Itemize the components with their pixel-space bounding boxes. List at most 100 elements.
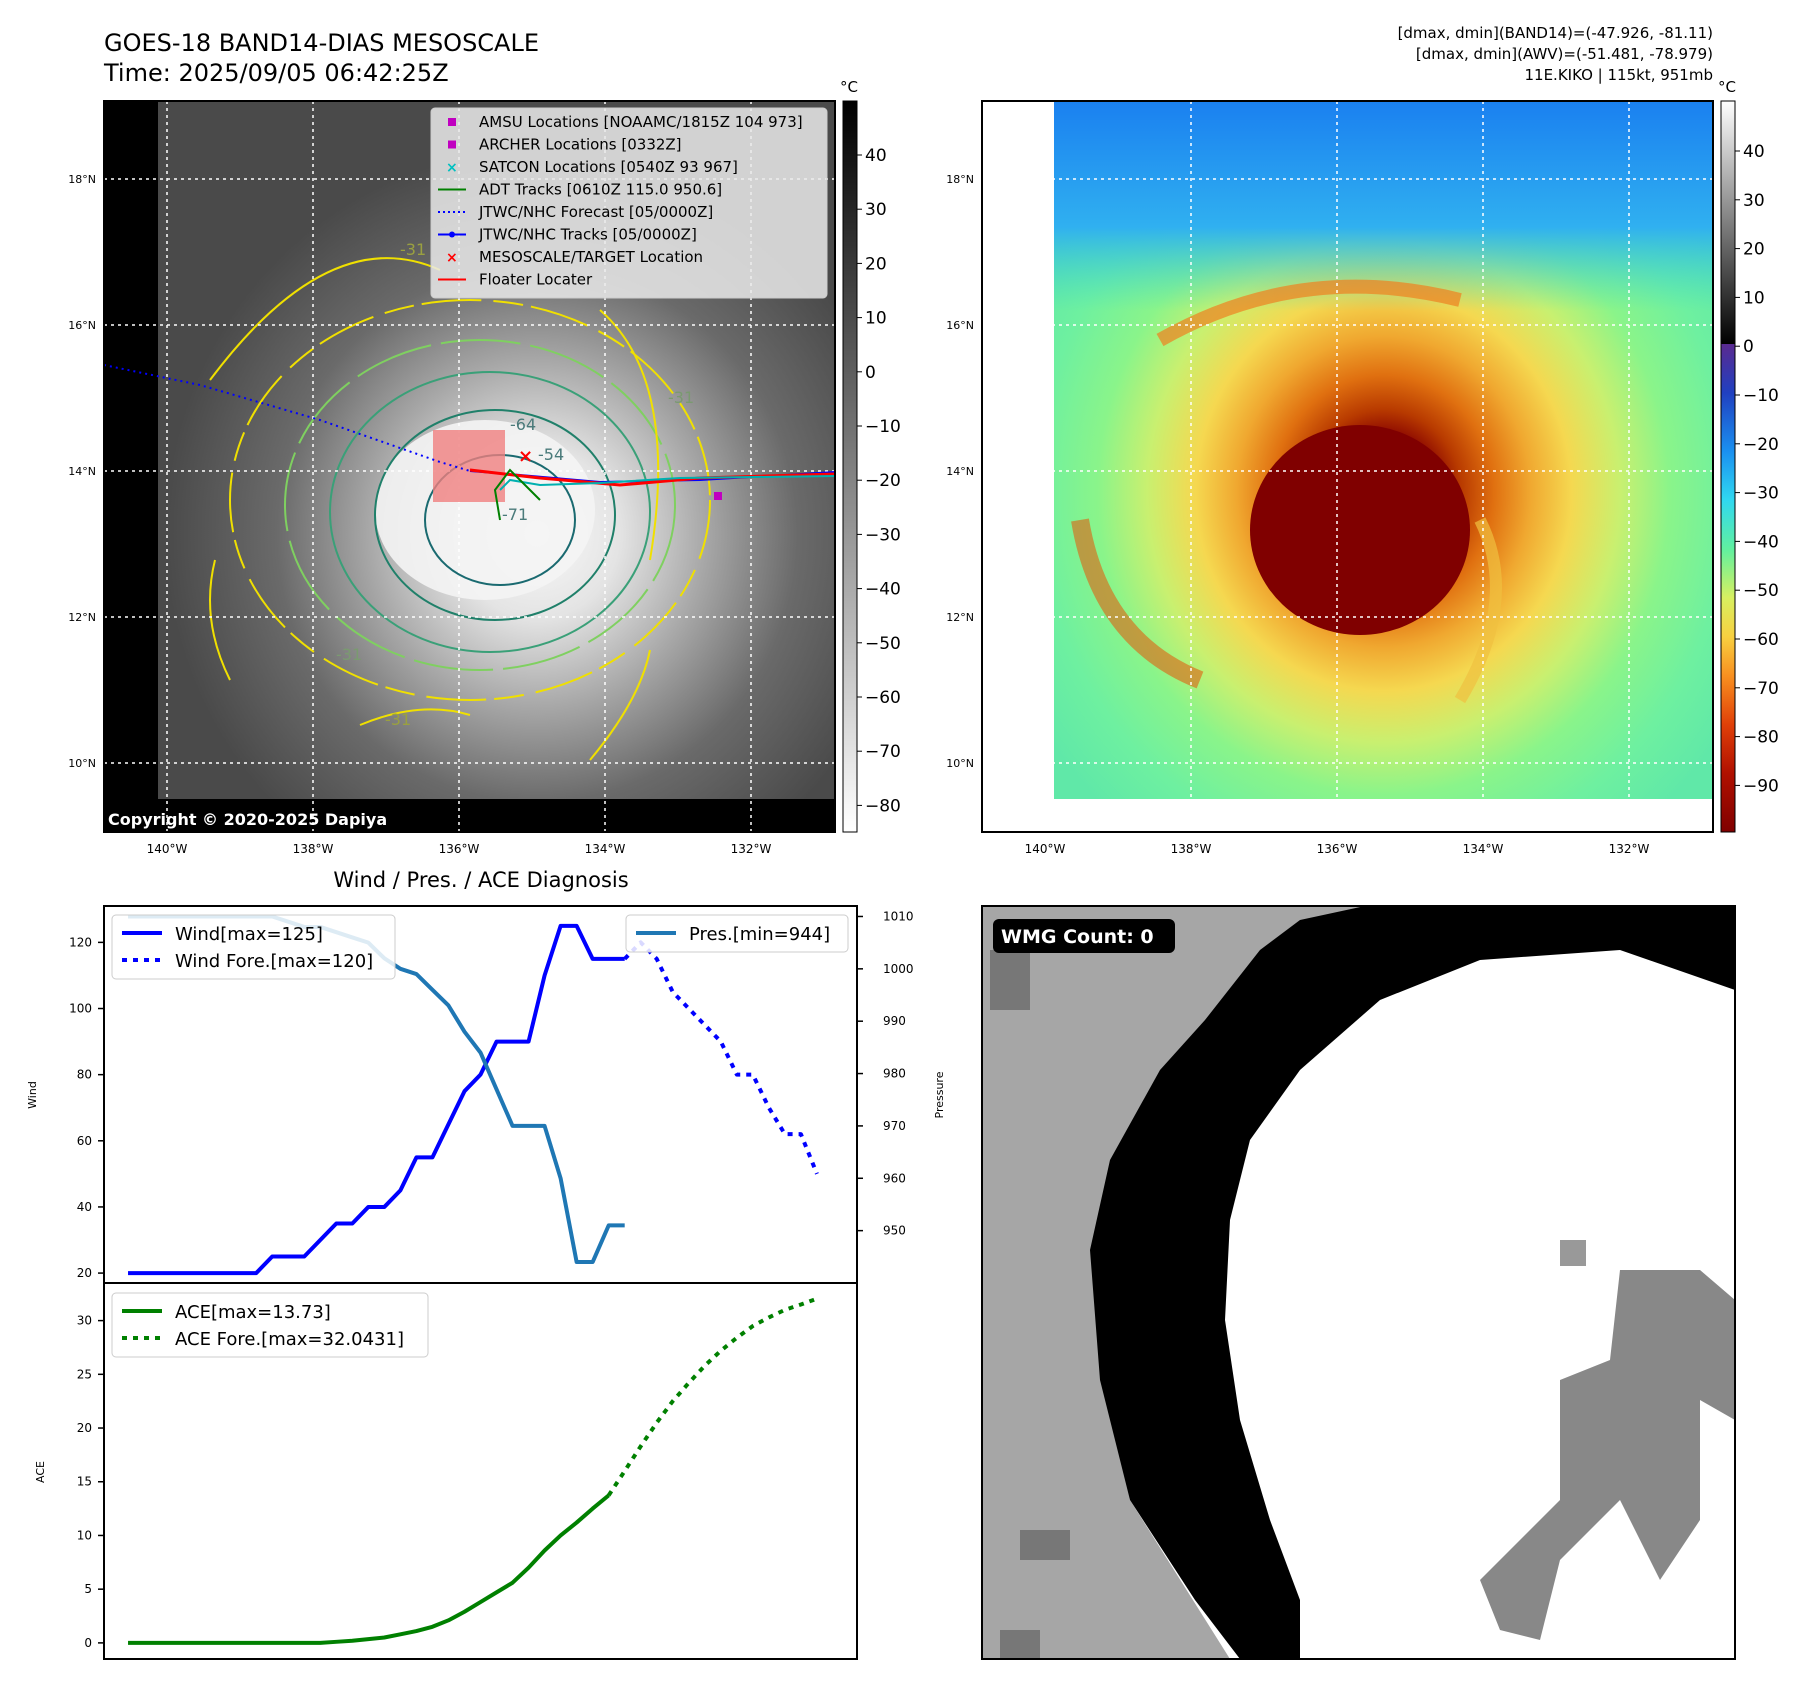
color-cb-tick-5: −10 — [1743, 386, 1779, 406]
gray-colorbar: °C 40 30 20 10 0 −10 −20 −30 −40 −50 −60 −70 −80 — [840, 78, 901, 833]
aceChart-ytick-2: 10 — [77, 1528, 92, 1542]
contour-label-3: -31 — [336, 645, 362, 664]
color-cb-tick-2: 20 — [1743, 240, 1765, 260]
ace-legend: ACE[max=13.73] ACE Fore.[max=32.0431] — [111, 1292, 429, 1358]
windChart-ytick-2: 60 — [77, 1134, 92, 1148]
windChart-ytick2-4: 990 — [883, 1014, 906, 1028]
legend-wind-forecast: Wind Fore.[max=120] — [175, 951, 373, 972]
windChart-series-1 — [623, 940, 819, 1175]
lat-label-0: 18°N — [946, 173, 974, 186]
gray-cb-tick-2: 20 — [865, 254, 887, 274]
color-cb-tick-13: −90 — [1743, 776, 1779, 796]
gray-cb-tick-3: 10 — [865, 309, 887, 329]
color-cb-tick-10: −60 — [1743, 630, 1779, 650]
map-frame — [103, 100, 836, 833]
satcon-track — [499, 475, 835, 491]
windChart-ytick-3: 80 — [77, 1068, 92, 1082]
color-cb-tick-7: −30 — [1743, 484, 1779, 504]
ace-chart: 0 5 10 15 20 25 30 ACE ACE[max=13.73] ACE Fore… — [34, 1282, 858, 1660]
legend-label-7: Floater Locater — [479, 271, 593, 289]
legend-ace-forecast: ACE Fore.[max=32.0431] — [175, 1329, 404, 1350]
lon-label-3: 134°W — [585, 842, 626, 856]
lat-label-4: 10°N — [946, 757, 974, 770]
copyright-text: Copyright © 2020-2025 Dapiya — [108, 810, 387, 829]
lon-label-0: 140°W — [1025, 842, 1066, 856]
aceChart-ytick-0: 0 — [84, 1636, 92, 1650]
figure-time: Time: 2025/09/05 06:42:25Z — [103, 59, 449, 87]
lon-label-3: 134°W — [1463, 842, 1504, 856]
color-cb-tick-11: −70 — [1743, 679, 1779, 699]
lat-label-2: 14°N — [68, 465, 96, 478]
lon-label-2: 136°W — [1317, 842, 1358, 856]
lon-label-0: 140°W — [147, 842, 188, 856]
legend-wind: Wind[max=125] — [175, 924, 323, 945]
lat-label-2: 14°N — [946, 465, 974, 478]
gray-cb-tick-7: −30 — [865, 525, 901, 545]
ir-grayscale-map: -31 -31 -31 -31 -54 -64 -71 — [103, 100, 836, 833]
windChart-ytick2-5: 1000 — [883, 962, 914, 976]
contour-label-1: -31 — [400, 240, 426, 259]
windChart-ytick2-1: 960 — [883, 1171, 906, 1185]
gray-cb-tick-6: −20 — [865, 471, 901, 491]
wmg-count: WMG Count: 0 — [1001, 926, 1154, 948]
aceChart-ytick-4: 20 — [77, 1421, 92, 1435]
gray-cb-tick-11: −70 — [865, 742, 901, 762]
wmg-black-band — [1090, 906, 1735, 1659]
lon-label-1: 138°W — [1171, 842, 1212, 856]
color-cb-tick-3: 10 — [1743, 288, 1765, 308]
wmg-label-box — [993, 919, 1175, 953]
right-map-axis-labels: 18°N 16°N 14°N 12°N 10°N 140°W 138°W 136°W 134°W… — [946, 173, 1649, 856]
lon-label-1: 138°W — [293, 842, 334, 856]
color-colorbar: °C 40 30 20 10 0 −10 −20 −30 −40 −50 −60 −70 −80 −90 — [1718, 78, 1779, 833]
legend-marker-2: × — [446, 160, 458, 176]
contour-label-2: -31 — [668, 388, 694, 407]
windChart-ytick-0: 20 — [77, 1266, 92, 1280]
aceChart-series-0 — [128, 1493, 610, 1645]
legend-dot-5 — [449, 231, 455, 238]
windChart-ytick2-0: 950 — [883, 1224, 906, 1238]
windChart-ytick2-2: 970 — [883, 1119, 906, 1133]
legend-label-1: ARCHER Locations [0332Z] — [479, 136, 682, 154]
contour-label-5: -54 — [538, 445, 564, 464]
gray-cb-tick-12: −80 — [865, 796, 901, 816]
color-cb-tick-6: −20 — [1743, 435, 1779, 455]
legend-label-4: JTWC/NHC Forecast [05/0000Z] — [478, 203, 713, 221]
gray-cb-tick-4: 0 — [865, 363, 876, 383]
ace-axis-label: ACE — [34, 1461, 47, 1483]
color-colorbar-unit: °C — [1718, 78, 1736, 96]
aceChart-ytick-5: 25 — [77, 1367, 92, 1381]
lon-label-2: 136°W — [439, 842, 480, 856]
legend-label-5: JTWC/NHC Tracks [05/0000Z] — [478, 226, 697, 244]
windChart-ytick-5: 120 — [69, 935, 92, 949]
aceChart-series-1 — [606, 1296, 818, 1497]
eyewall-cold-core — [1250, 425, 1470, 635]
cold-top-band — [1054, 101, 1713, 311]
aceChart-ytick-6: 30 — [77, 1314, 92, 1328]
stats-awv: [dmax, dmin](AWV)=(-51.481, -78.979) — [1416, 45, 1713, 63]
legend-marker-0 — [448, 118, 456, 126]
amsu-marker — [714, 492, 722, 500]
stats-band14: [dmax, dmin](BAND14)=(-47.926, -81.11) — [1398, 24, 1713, 42]
left-map-axis-labels: 18°N 16°N 14°N 12°N 10°N 140°W 138°W 136°W 134°W… — [68, 173, 771, 856]
color-cb-tick-9: −50 — [1743, 581, 1779, 601]
wind-pressure-chart: 20 40 60 80 100 120 950 960 970 980 990 1000 1010 Wi… — [26, 905, 946, 1284]
contour-label-6: -64 — [510, 415, 536, 434]
diagnosis-title: Wind / Pres. / ACE Diagnosis — [333, 868, 628, 892]
gray-cb-tick-1: 30 — [865, 200, 887, 220]
stats-storm: 11E.KIKO | 115kt, 951mb — [1524, 66, 1713, 84]
legend-label-3: ADT Tracks [0610Z 115.0 950.6] — [479, 181, 722, 199]
lat-label-3: 12°N — [946, 611, 974, 624]
windChart-ytick-1: 40 — [77, 1200, 92, 1214]
gray-cb-tick-10: −60 — [865, 688, 901, 708]
legend-label-0: AMSU Locations [NOAAMC/1815Z 104 973] — [479, 113, 803, 131]
wmg-gray-region — [982, 906, 1365, 1659]
pressure-legend: Pres.[min=944] — [625, 914, 849, 953]
lon-label-4: 132°W — [731, 842, 772, 856]
gray-cb-tick-5: −10 — [865, 417, 901, 437]
legend-label-6: MESOSCALE/TARGET Location — [479, 248, 703, 266]
gray-cb-tick-9: −50 — [865, 634, 901, 654]
wind-axis-label: Wind — [26, 1081, 39, 1109]
ir-color-map — [981, 100, 1714, 833]
legend-marker-6: × — [446, 250, 458, 266]
target-marker: × — [518, 446, 533, 467]
